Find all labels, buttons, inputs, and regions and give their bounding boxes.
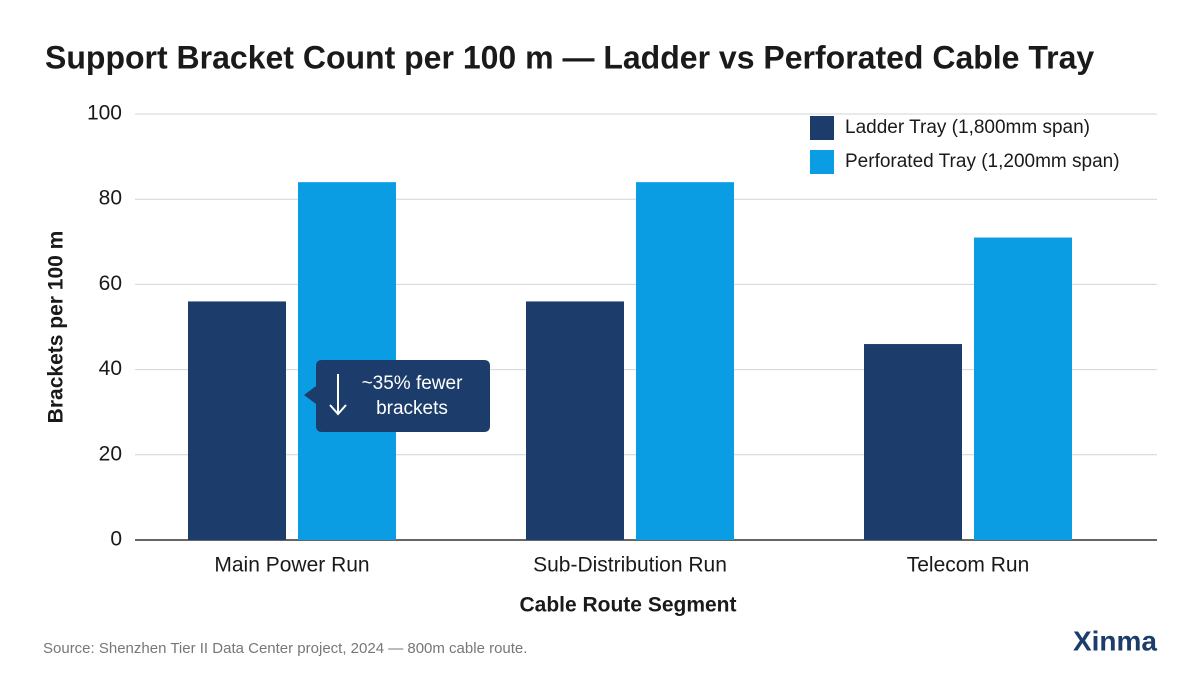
bar [864,344,962,540]
annotation-text: ~35% fewer [362,373,464,394]
bar [526,301,624,540]
bar [188,301,286,540]
x-tick-label: Telecom Run [907,554,1030,577]
source-note: Source: Shenzhen Tier II Data Center pro… [43,640,527,657]
chart-title: Support Bracket Count per 100 m — Ladder… [45,39,1094,75]
y-axis-title: Brackets per 100 m [45,231,68,424]
brand-logo: Xinma [1073,625,1157,656]
annotation: ~35% fewer brackets [304,360,490,432]
y-tick-label: 20 [99,442,122,465]
legend-swatch [810,150,834,174]
legend-label: Ladder Tray (1,800mm span) [845,117,1090,138]
annotation-box [304,360,490,432]
x-tick-label: Sub-Distribution Run [533,554,727,577]
legend-label: Perforated Tray (1,200mm span) [845,151,1120,172]
legend-swatch [810,116,834,140]
y-tick-label: 100 [87,102,122,125]
x-tick-label: Main Power Run [214,554,369,577]
y-tick-label: 40 [99,357,122,380]
y-tick-label: 0 [110,528,122,551]
bar [636,182,734,540]
annotation-text: brackets [376,398,448,419]
y-tick-label: 60 [99,272,122,295]
y-tick-label: 80 [99,187,122,210]
bar [974,237,1072,541]
annotation-arrow [329,374,347,416]
x-axis-title: Cable Route Segment [519,594,736,617]
